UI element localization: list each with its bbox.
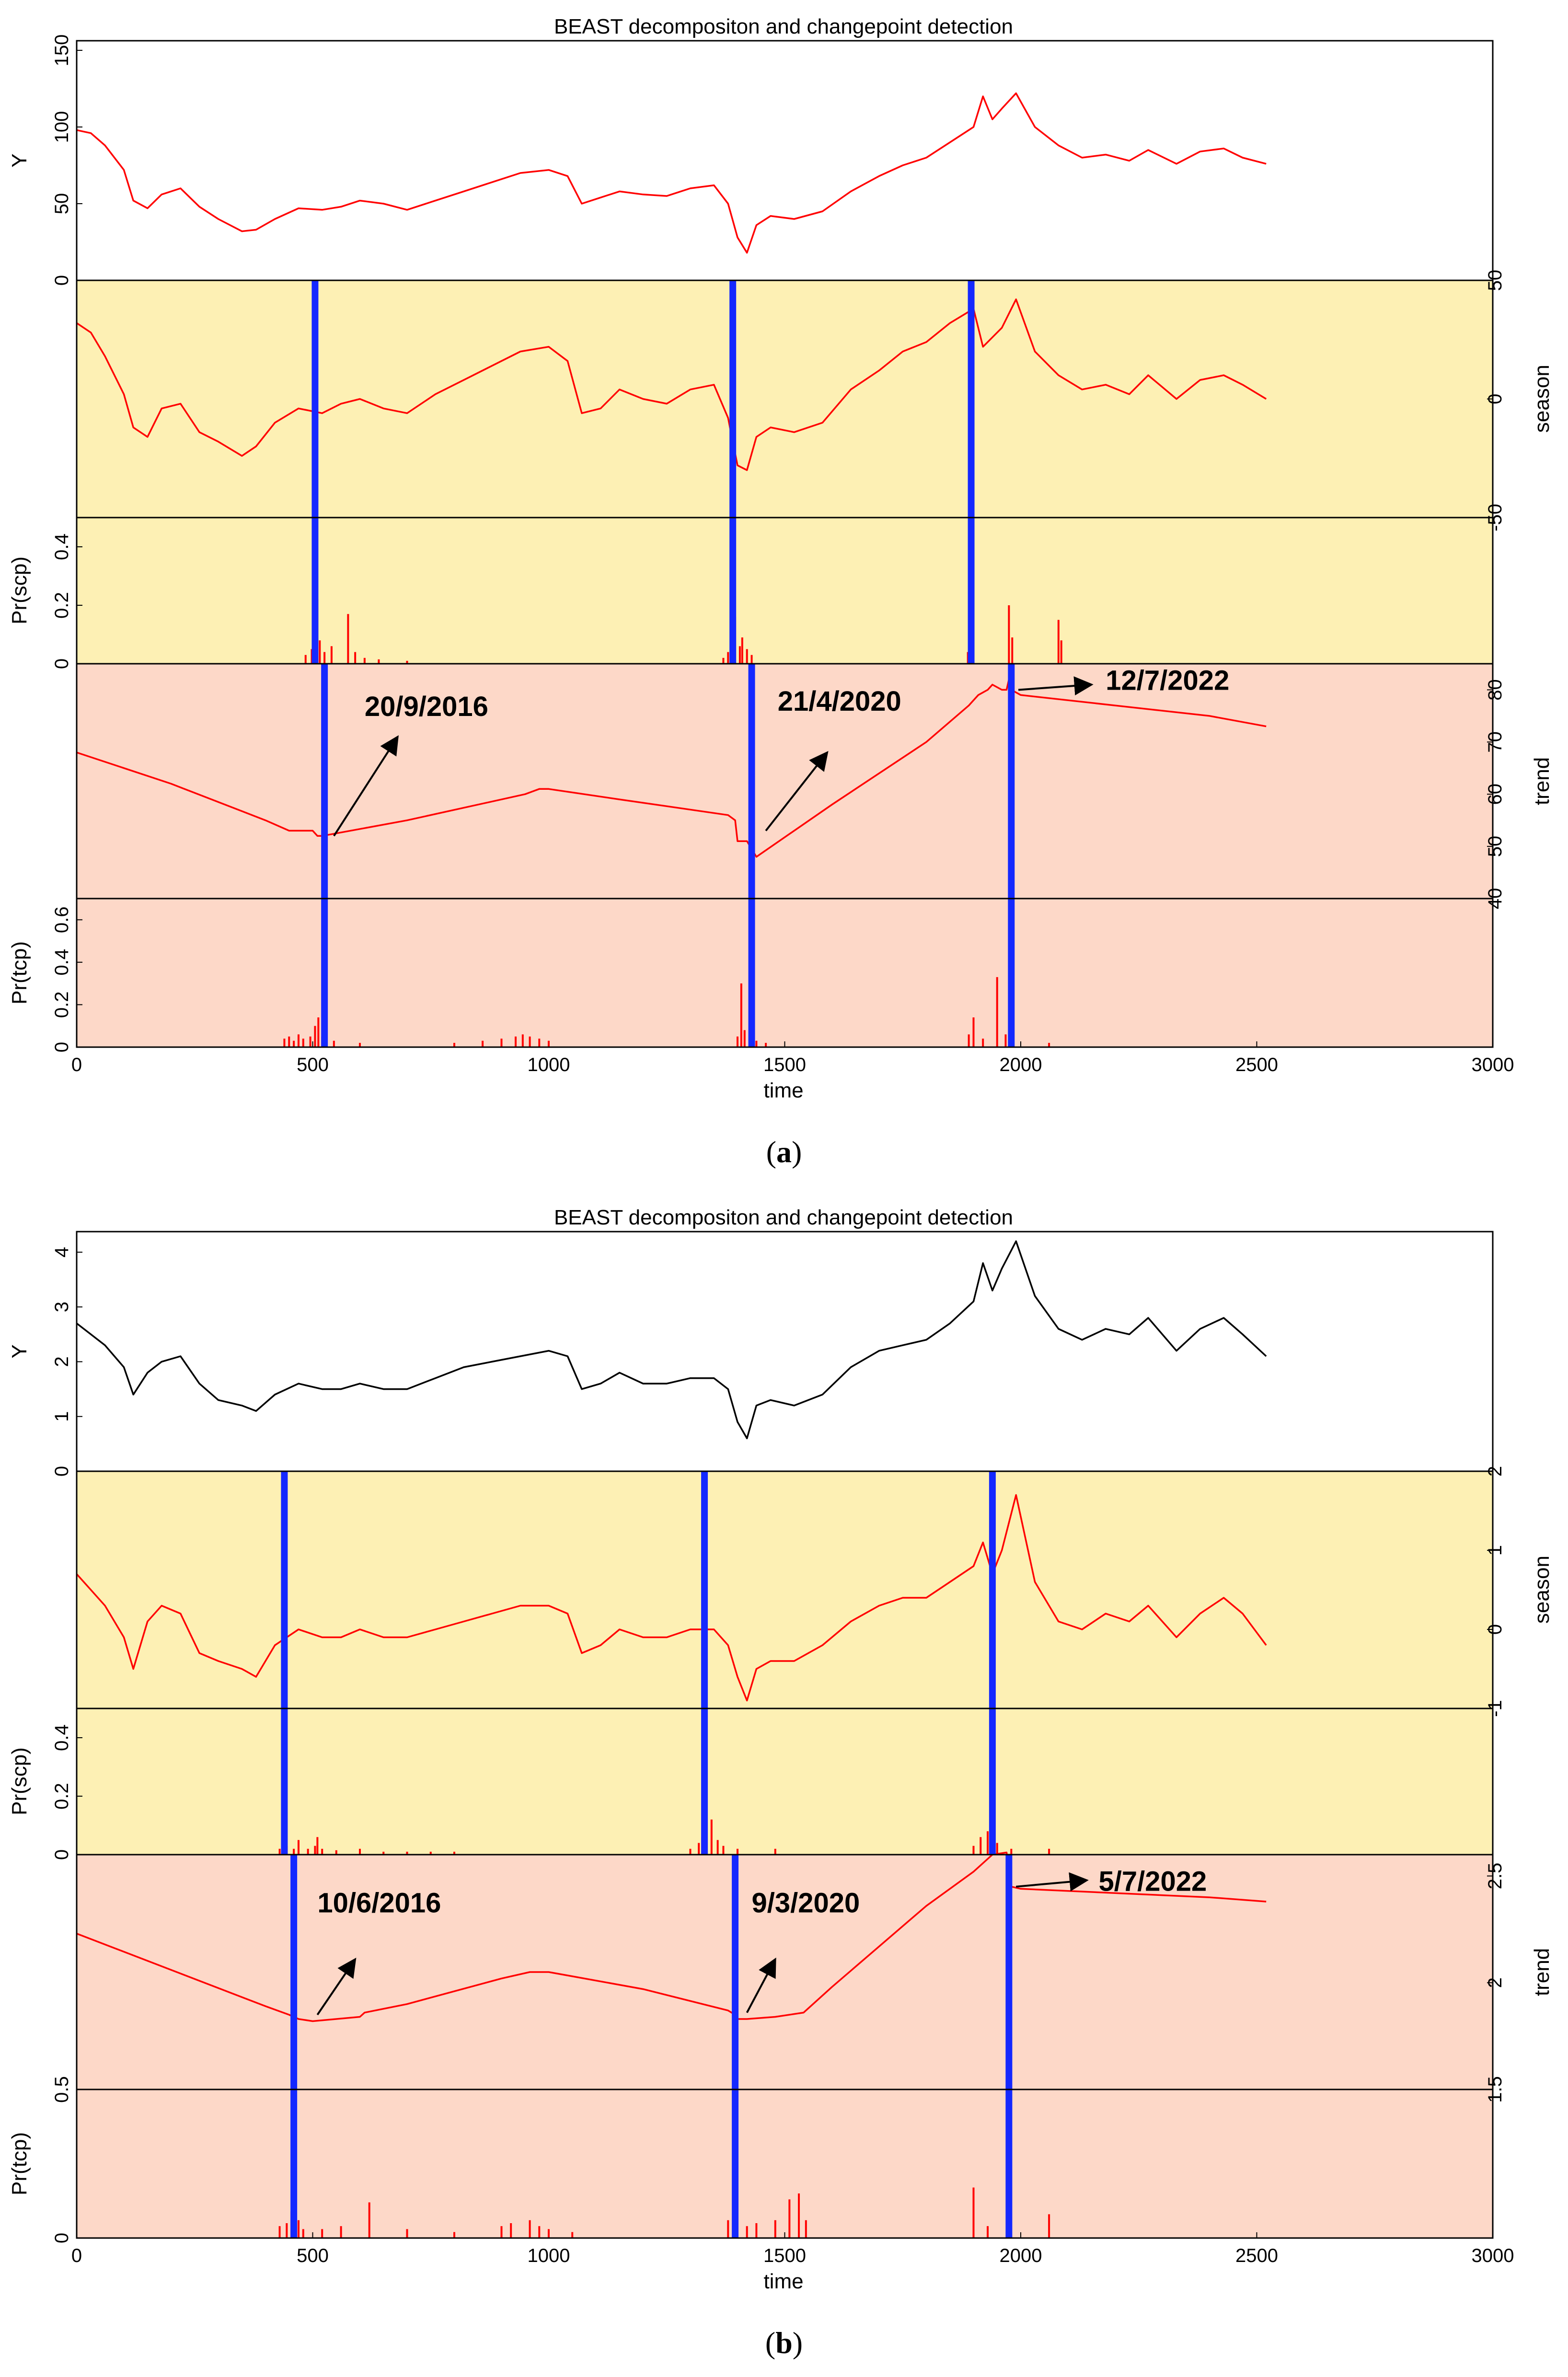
chart-b-annotation-label: 10/6/2016 — [317, 1887, 441, 1918]
chart-a-marks: 050100150-5005000.20.4405060708000.20.40… — [51, 35, 1514, 1075]
chart-b-xtick-label: 2000 — [1000, 2245, 1042, 2266]
chart-a-ylabel-y: Y — [8, 153, 31, 167]
chart-a-xtick-label: 2500 — [1235, 1054, 1278, 1075]
chart-b-ylabel-trend: trend — [1530, 1948, 1554, 1996]
chart-b-y-ytick-label: 2 — [51, 1356, 72, 1367]
chart-b-y-series-line — [76, 1240, 1267, 1440]
chart-b-annotation-label: 5/7/2022 — [1099, 1866, 1207, 1897]
chart-b-xtick-label: 0 — [71, 2245, 82, 2266]
chart-a-y-series-line — [76, 92, 1267, 254]
chart-a-season-panel-bg — [77, 280, 1493, 664]
chart-b-scp-ytick-label: 0.2 — [51, 1783, 72, 1810]
chart-b-frame — [76, 1231, 1494, 2239]
chart-a-tcp-ytick-label: 0 — [51, 1042, 72, 1052]
chart-a-ylabel-season: season — [1530, 365, 1554, 433]
chart-a-season-ytick-label: 0 — [1485, 393, 1506, 404]
chart-b-scp-ytick-label: 0 — [51, 1849, 72, 1860]
chart-a-xtick-label: 0 — [71, 1054, 82, 1075]
chart-a-scp-ytick-label: 0 — [51, 658, 72, 669]
chart-a-y-ytick-label: 0 — [51, 275, 72, 286]
chart-b-season-ytick-label: 2 — [1485, 1466, 1506, 1477]
chart-b-y-ytick-label: 0 — [51, 1466, 72, 1477]
figure-a: BEAST decompositon and changepoint detec… — [8, 15, 1554, 1169]
chart-b-y-ytick-label: 4 — [51, 1247, 72, 1258]
chart-a-tcp-ytick-label: 0.4 — [51, 949, 72, 976]
chart-a-season-series-line — [76, 298, 1267, 471]
chart-b-trend-ytick-label: 2 — [1485, 1977, 1506, 1988]
chart-b-xlabel: time — [763, 2270, 803, 2293]
chart-b-ylabel-tcp: Pr(tcp) — [8, 2132, 31, 2195]
chart-b-xtick-label: 1000 — [528, 2245, 570, 2266]
chart-a-xtick-label: 2000 — [1000, 1054, 1042, 1075]
chart-b-ylabel-season: season — [1530, 1556, 1554, 1624]
chart-a-annotation-label: 20/9/2016 — [365, 691, 488, 722]
chart-b-trend-panel-bg — [77, 1855, 1493, 2238]
chart-b-y-ytick-label: 3 — [51, 1302, 72, 1312]
chart-b-y-ytick-label: 1 — [51, 1411, 72, 1422]
chart-a-tcp-ytick-label: 0.6 — [51, 906, 72, 933]
chart-a-ylabel-trend: trend — [1530, 757, 1554, 805]
chart-a-annotation-label: 21/4/2020 — [778, 686, 901, 717]
chart-a-ylabel-tcp: Pr(tcp) — [8, 941, 31, 1004]
chart-b-season-ytick-label: 1 — [1485, 1545, 1506, 1556]
chart-a-y-panel-bg — [77, 41, 1493, 280]
chart-a-annotation-arrow — [765, 750, 829, 831]
chart-b-xtick-label: 2500 — [1235, 2245, 1278, 2266]
chart-b-tcp-ytick-label: 0.5 — [51, 2076, 72, 2103]
chart-a-xtick-label: 500 — [297, 1054, 329, 1075]
chart-a-trend-panel-bg — [77, 664, 1493, 1047]
chart-a-tcp-ytick-label: 0.2 — [51, 992, 72, 1018]
chart-a-annotation-arrow — [333, 735, 399, 837]
chart-b-season-panel-bg — [77, 1471, 1493, 1855]
chart-a-frame — [76, 40, 1494, 1048]
chart-a-scp-ytick-label: 0.2 — [51, 592, 72, 619]
chart-b-annotation-arrow — [1015, 1872, 1089, 1892]
chart-b-xtick-label: 3000 — [1472, 2245, 1514, 2266]
figure-b: BEAST decompositon and changepoint detec… — [8, 1206, 1554, 2360]
caption-b: (b) — [765, 2326, 803, 2360]
chart-b-scp-ytick-label: 0.4 — [51, 1724, 72, 1751]
chart-a-xtick-label: 1000 — [528, 1054, 570, 1075]
chart-b-xtick-label: 1500 — [763, 2245, 806, 2266]
chart-b-annotation-label: 9/3/2020 — [752, 1887, 860, 1918]
caption-a: (a) — [766, 1135, 802, 1169]
chart-b-annotation-arrow — [746, 1957, 776, 2013]
chart-b-xtick-label: 500 — [297, 2245, 329, 2266]
chart-a-annotation-label: 12/7/2022 — [1106, 665, 1229, 696]
chart-b-season-series-line — [76, 1494, 1267, 1702]
chart-b-ylabel-scp: Pr(scp) — [8, 1747, 31, 1815]
chart-b-y-panel-bg — [77, 1232, 1493, 1471]
chart-b-title: BEAST decompositon and changepoint detec… — [554, 1206, 1013, 1229]
chart-a-y-ytick-label: 100 — [51, 111, 72, 143]
chart-a-y-ytick-label: 50 — [51, 193, 72, 215]
chart-a-annotation-arrow — [1018, 676, 1094, 696]
chart-a-scp-ytick-label: 0.4 — [51, 533, 72, 560]
chart-b-tcp-ytick-label: 0 — [51, 2233, 72, 2243]
chart-a-y-ytick-label: 150 — [51, 35, 72, 67]
chart-a-title: BEAST decompositon and changepoint detec… — [554, 15, 1013, 38]
chart-b-season-ytick-label: 0 — [1485, 1624, 1506, 1635]
chart-a-ylabel-scp: Pr(scp) — [8, 556, 31, 624]
chart-b-annotation-arrow — [316, 1957, 357, 2016]
chart-a-xtick-label: 1500 — [763, 1054, 806, 1075]
chart-a-xtick-label: 3000 — [1472, 1054, 1514, 1075]
chart-a-xlabel: time — [763, 1079, 803, 1102]
chart-b-ylabel-y: Y — [8, 1344, 31, 1358]
